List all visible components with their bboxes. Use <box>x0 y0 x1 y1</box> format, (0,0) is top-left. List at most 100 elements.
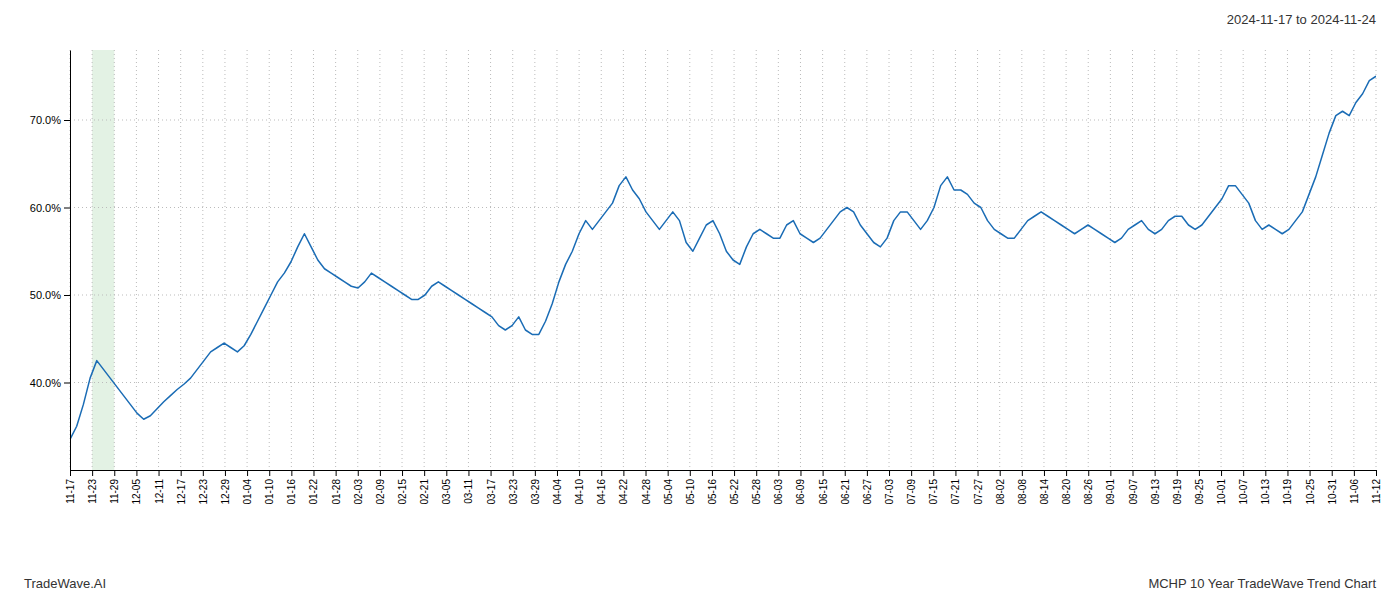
x-tick-mark <box>579 470 580 476</box>
y-tick: 40.0% <box>30 377 70 389</box>
x-tick-mark <box>889 470 890 476</box>
x-tick: 01-22 <box>308 470 319 505</box>
x-tick: 03-11 <box>463 470 474 504</box>
x-tick-mark <box>380 470 381 476</box>
x-tick: 02-09 <box>375 470 386 505</box>
x-tick-label: 03-11 <box>463 479 474 504</box>
y-tick-label: 40.0% <box>30 377 61 389</box>
x-tick-mark <box>933 470 934 476</box>
x-tick: 07-09 <box>906 470 917 505</box>
x-tick: 04-16 <box>596 470 607 505</box>
grid-line-x <box>357 50 358 470</box>
y-tick: 60.0% <box>30 202 70 214</box>
x-tick-label: 10-01 <box>1216 479 1227 505</box>
x-tick-label: 08-08 <box>1017 479 1028 505</box>
x-tick-mark <box>1376 470 1377 476</box>
x-tick: 06-27 <box>862 470 873 505</box>
x-tick-label: 01-04 <box>242 479 253 505</box>
x-tick-label: 08-14 <box>1039 479 1050 505</box>
grid-line-x <box>645 50 646 470</box>
x-tick-mark <box>845 470 846 476</box>
x-tick-mark <box>535 470 536 476</box>
x-tick: 06-15 <box>818 470 829 505</box>
x-tick-label: 04-10 <box>574 479 585 505</box>
grid-line-x <box>534 50 535 470</box>
x-tick-mark <box>402 470 403 476</box>
x-tick-mark <box>92 470 93 476</box>
x-tick-mark <box>70 470 71 476</box>
x-tick: 10-31 <box>1327 470 1338 505</box>
grid-line-x <box>1265 50 1266 470</box>
x-tick-mark <box>800 470 801 476</box>
x-tick-mark <box>358 470 359 476</box>
x-tick-mark <box>978 470 979 476</box>
x-tick-mark <box>225 470 226 476</box>
x-tick-mark <box>424 470 425 476</box>
x-tick: 08-14 <box>1039 470 1050 505</box>
x-tick: 06-03 <box>773 470 784 505</box>
x-tick-label: 07-03 <box>884 479 895 505</box>
x-tick: 12-17 <box>176 470 187 505</box>
x-tick-label: 11-23 <box>87 479 98 504</box>
x-tick: 05-16 <box>707 470 718 505</box>
x-tick-mark <box>291 470 292 476</box>
x-tick-label: 11-29 <box>109 479 120 504</box>
x-tick-label: 08-02 <box>995 479 1006 505</box>
x-tick-mark <box>601 470 602 476</box>
grid-line-x <box>889 50 890 470</box>
y-tick-label: 70.0% <box>30 114 61 126</box>
grid-line-x <box>1221 50 1222 470</box>
x-tick-mark <box>513 470 514 476</box>
x-tick: 04-22 <box>618 470 629 505</box>
grid-line-x <box>756 50 757 470</box>
x-tick: 12-29 <box>220 470 231 505</box>
x-tick-label: 10-13 <box>1260 479 1271 505</box>
y-tick-mark <box>64 208 70 209</box>
x-tick: 12-05 <box>131 470 142 505</box>
grid-line-x <box>1066 50 1067 470</box>
x-tick: 04-10 <box>574 470 585 505</box>
footer-text: TradeWave.AI <box>24 576 106 591</box>
grid-line-x <box>114 50 115 470</box>
grid-line-x <box>579 50 580 470</box>
x-axis-line <box>71 470 1377 471</box>
x-tick-label: 08-20 <box>1061 479 1072 505</box>
grid-line-x <box>1309 50 1310 470</box>
x-tick-label: 03-23 <box>508 479 519 505</box>
x-tick-mark <box>313 470 314 476</box>
x-tick-label: 04-28 <box>641 479 652 505</box>
x-tick-label: 05-22 <box>729 479 740 505</box>
x-tick-mark <box>1000 470 1001 476</box>
x-tick-label: 06-03 <box>773 479 784 505</box>
x-tick-label: 07-09 <box>906 479 917 505</box>
grid-line-x <box>556 50 557 470</box>
grid-line-y <box>70 207 1376 208</box>
grid-line-x <box>1110 50 1111 470</box>
x-tick-mark <box>1221 470 1222 476</box>
x-tick-mark <box>1177 470 1178 476</box>
x-tick-label: 07-21 <box>950 479 961 505</box>
plot-area <box>70 76 1376 439</box>
x-tick: 01-04 <box>242 470 253 505</box>
x-tick-label: 03-05 <box>441 479 452 505</box>
grid-line-x <box>424 50 425 470</box>
x-tick: 04-04 <box>552 470 563 505</box>
x-tick: 01-10 <box>264 470 275 505</box>
highlight-layer <box>92 50 114 470</box>
x-tick-mark <box>668 470 669 476</box>
x-tick-label: 12-05 <box>131 479 142 505</box>
x-tick-mark <box>646 470 647 476</box>
x-tick-mark <box>1243 470 1244 476</box>
x-tick-label: 12-11 <box>154 479 165 504</box>
grid <box>70 50 1376 470</box>
x-tick-mark <box>1044 470 1045 476</box>
x-tick: 08-26 <box>1083 470 1094 505</box>
x-tick-label: 01-28 <box>331 479 342 505</box>
grid-line-x <box>800 50 801 470</box>
x-tick-label: 05-04 <box>663 479 674 505</box>
x-tick: 07-15 <box>928 470 939 505</box>
grid-line-x <box>689 50 690 470</box>
grid-line-y <box>70 382 1376 383</box>
x-tick: 09-19 <box>1172 470 1183 505</box>
grid-line-x <box>402 50 403 470</box>
